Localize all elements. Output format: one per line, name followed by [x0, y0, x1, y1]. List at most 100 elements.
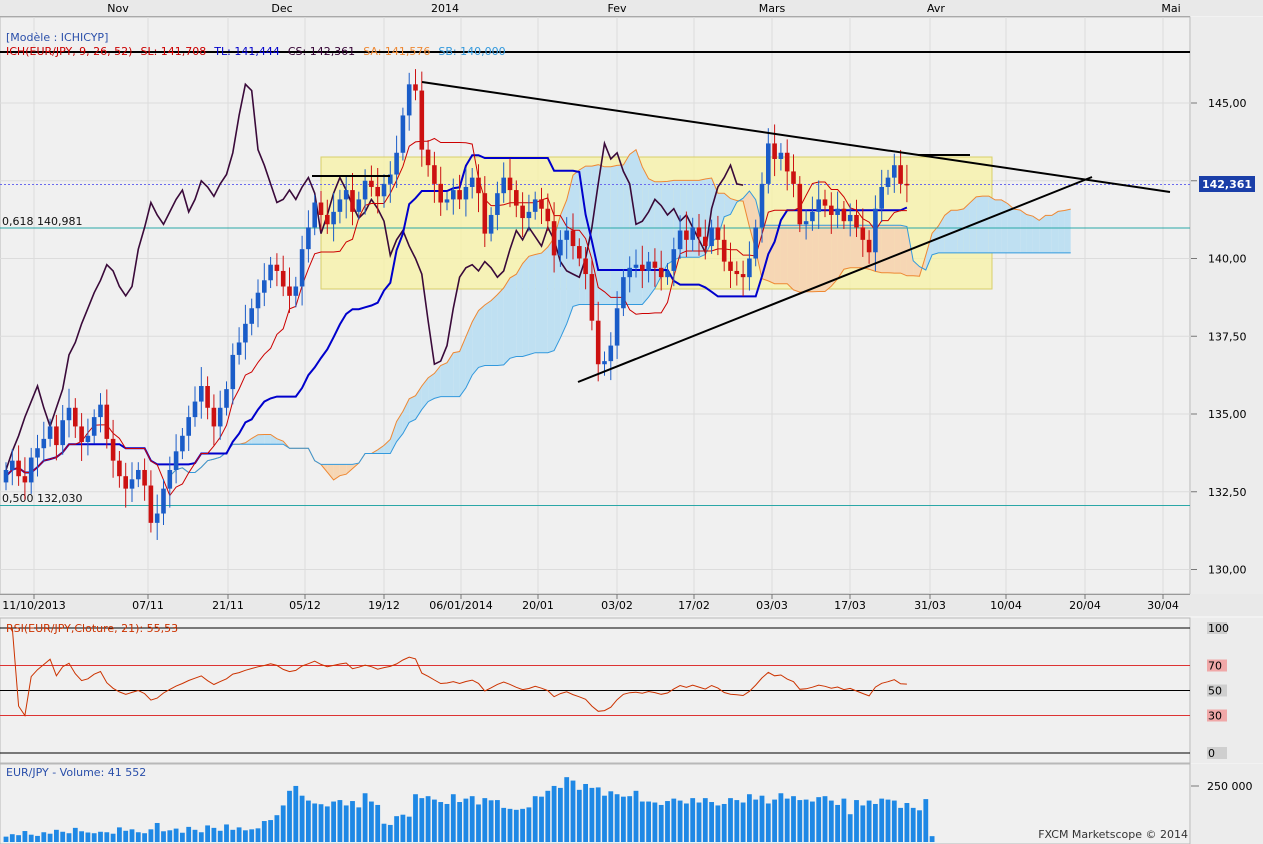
cloud-segment	[503, 277, 510, 365]
cloud-segment	[447, 352, 454, 397]
top-time-axis	[0, 0, 1263, 16]
cloud-segment	[1001, 199, 1008, 253]
candle	[312, 194, 317, 236]
candle	[860, 208, 866, 257]
candle	[413, 69, 418, 101]
candle	[123, 462, 128, 508]
month-label-avr: Avr	[927, 2, 945, 15]
rsi-level-label: 70	[1208, 660, 1222, 673]
cloud-segment	[1045, 215, 1052, 253]
cloud-segment	[988, 196, 996, 253]
volume-bar	[123, 830, 129, 842]
candle	[400, 107, 406, 161]
cloud-segment	[818, 225, 825, 292]
volume-bar	[299, 795, 305, 842]
candle	[211, 394, 217, 446]
cloud-segment	[1064, 209, 1071, 253]
candle	[841, 200, 847, 229]
cloud-segment	[516, 263, 523, 357]
cloud-segment	[573, 170, 580, 307]
candle	[646, 251, 651, 283]
volume-bar	[192, 829, 198, 842]
candle	[79, 413, 84, 461]
candle	[577, 238, 582, 267]
volume-bar	[488, 800, 494, 842]
cloud-segment	[837, 225, 844, 279]
cloud-segment	[888, 225, 895, 274]
cloud-segment	[434, 365, 441, 399]
volume-bar	[167, 830, 173, 842]
cloud-segment	[957, 208, 964, 253]
candle	[551, 202, 557, 273]
candle	[280, 255, 286, 297]
cloud-segment	[1014, 209, 1021, 253]
volume-bar	[142, 833, 147, 842]
candle	[829, 192, 834, 234]
candle	[709, 219, 714, 254]
candle	[873, 195, 878, 272]
ascending-trendline	[577, 176, 1093, 383]
volume-bar	[854, 800, 859, 842]
volume-bar	[520, 808, 525, 842]
cloud-segment	[648, 178, 655, 298]
candle	[22, 457, 28, 500]
candle	[161, 478, 166, 526]
volume-bar	[665, 801, 670, 842]
candle	[721, 224, 727, 272]
volume-bar	[923, 799, 929, 842]
cloud-segment	[780, 225, 788, 284]
volume-bar	[595, 787, 601, 842]
candle	[451, 178, 456, 215]
price-plot-area	[0, 16, 1191, 595]
cloud-segment	[478, 305, 485, 368]
cloud-segment	[736, 198, 744, 203]
candle	[583, 246, 588, 290]
volume-bar	[413, 794, 418, 842]
cloud-segment	[768, 225, 775, 284]
candle	[224, 381, 229, 416]
cloud-segment	[491, 294, 498, 366]
volume-legend: EUR/JPY - Volume: 41 552	[6, 766, 146, 779]
candle	[640, 245, 645, 289]
cloud-segment	[497, 287, 504, 366]
volume-bar	[444, 803, 450, 842]
candle	[325, 199, 330, 234]
candle	[696, 214, 702, 256]
candle	[419, 71, 425, 167]
date-tick-label: 17/03	[834, 599, 866, 612]
date-tick-label: 30/04	[1147, 599, 1179, 612]
rsi-level-label: 50	[1208, 685, 1222, 698]
date-axis: 11/10/2013 07/11 21/11 05/12 19/12 06/01/2014…	[0, 594, 1263, 616]
volume-bar	[835, 804, 840, 842]
volume-bar	[117, 827, 122, 842]
candle	[488, 207, 494, 242]
volume-bar	[747, 794, 752, 842]
cloud-segment	[762, 225, 769, 281]
candle	[356, 191, 362, 220]
cloud-segment	[938, 215, 945, 253]
volume-bar	[753, 799, 759, 842]
volume-bar	[740, 802, 746, 842]
candle	[501, 162, 506, 203]
volume-bar	[646, 801, 651, 842]
cloud-segment	[541, 247, 548, 353]
volume-bar	[898, 807, 903, 842]
candle	[343, 176, 349, 219]
month-label-mai: Mai	[1161, 2, 1180, 15]
volume-bar	[891, 800, 897, 842]
volume-bar	[205, 825, 210, 842]
candle	[142, 458, 147, 501]
candle	[54, 414, 59, 461]
volume-bar	[816, 797, 822, 842]
candle	[167, 456, 173, 508]
volume-bar	[791, 796, 796, 842]
legend-cs: CS: 142,361	[288, 45, 355, 58]
cloud-segment	[339, 464, 347, 476]
volume-bar	[236, 827, 242, 842]
candle	[117, 451, 122, 488]
candle	[3, 462, 9, 491]
volume-bar	[198, 832, 204, 842]
volume-bar	[532, 796, 538, 842]
volume-bar	[608, 791, 614, 842]
legend-tl: TL: 141,444	[213, 45, 280, 58]
